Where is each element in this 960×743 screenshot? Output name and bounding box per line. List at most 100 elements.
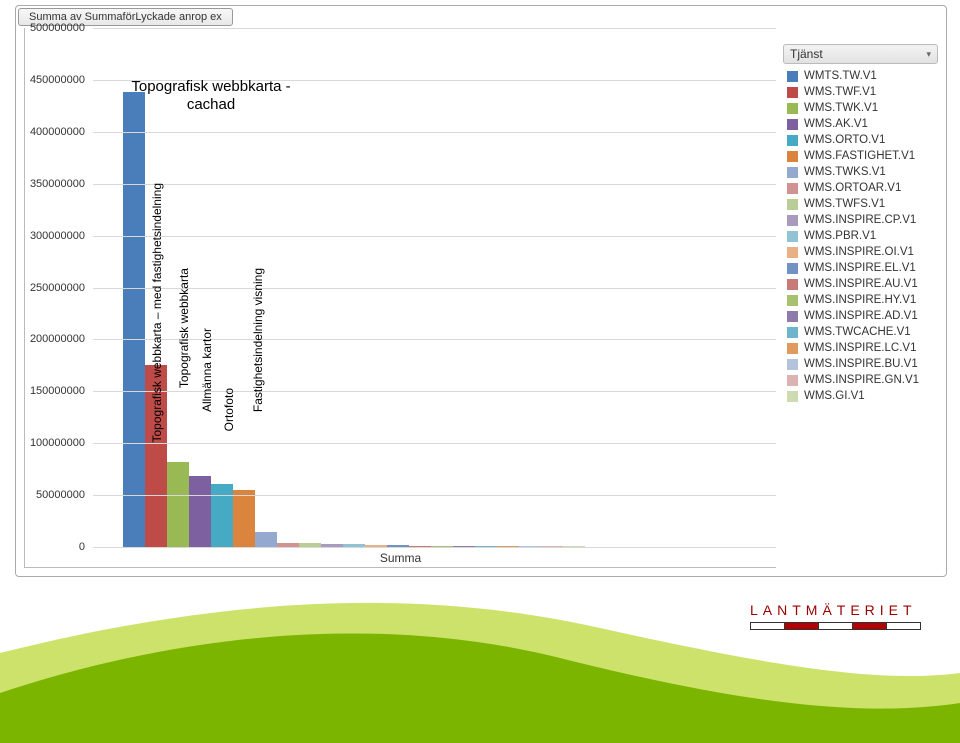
gridline bbox=[93, 547, 776, 548]
legend-swatch bbox=[787, 167, 798, 178]
legend-swatch bbox=[787, 279, 798, 290]
y-tick-label: 450000000 bbox=[25, 74, 85, 86]
legend-item[interactable]: WMTS.TW.V1 bbox=[783, 68, 938, 84]
wave-graphic bbox=[0, 573, 960, 743]
bar bbox=[123, 92, 145, 547]
bar-annotation: Topografisk webbkarta bbox=[177, 268, 191, 388]
y-tick-label: 0 bbox=[25, 541, 85, 553]
legend-item[interactable]: WMS.ORTOAR.V1 bbox=[783, 180, 938, 196]
legend-label: WMS.INSPIRE.OI.V1 bbox=[804, 246, 914, 258]
legend-swatch bbox=[787, 71, 798, 82]
brand-segment bbox=[886, 622, 921, 630]
legend-label: WMS.AK.V1 bbox=[804, 118, 868, 130]
legend-item[interactable]: WMS.FASTIGHET.V1 bbox=[783, 148, 938, 164]
legend-swatch bbox=[787, 87, 798, 98]
legend-header[interactable]: Tjänst ▾ bbox=[783, 44, 938, 64]
legend-item[interactable]: WMS.INSPIRE.CP.V1 bbox=[783, 212, 938, 228]
legend-swatch bbox=[787, 119, 798, 130]
bar bbox=[211, 484, 233, 547]
legend-label: WMS.TWFS.V1 bbox=[804, 198, 885, 210]
legend-label: WMS.TWK.V1 bbox=[804, 102, 878, 114]
bar-annotation: Topografisk webbkarta – med fastighetsin… bbox=[150, 183, 164, 443]
legend-item[interactable]: WMS.AK.V1 bbox=[783, 116, 938, 132]
legend-label: WMS.GI.V1 bbox=[804, 390, 865, 402]
legend-item[interactable]: WMS.TWKS.V1 bbox=[783, 164, 938, 180]
legend: Tjänst ▾ WMTS.TW.V1WMS.TWF.V1WMS.TWK.V1W… bbox=[783, 44, 938, 404]
bar-annotation: Allmänna kartor bbox=[200, 328, 214, 412]
gridline bbox=[93, 288, 776, 289]
brand-segment bbox=[750, 622, 785, 630]
y-tick-label: 400000000 bbox=[25, 126, 85, 138]
legend-swatch bbox=[787, 375, 798, 386]
gridline bbox=[93, 391, 776, 392]
gridline bbox=[93, 184, 776, 185]
legend-label: WMS.TWCACHE.V1 bbox=[804, 326, 911, 338]
bar bbox=[167, 462, 189, 547]
legend-item[interactable]: WMS.PBR.V1 bbox=[783, 228, 938, 244]
bar-annotation: Ortofoto bbox=[222, 388, 236, 431]
legend-label: WMTS.TW.V1 bbox=[804, 70, 877, 82]
brand-segment bbox=[784, 622, 819, 630]
brand-name: LANTMÄTERIET bbox=[750, 602, 920, 618]
gridline bbox=[93, 236, 776, 237]
gridline bbox=[93, 339, 776, 340]
legend-label: WMS.INSPIRE.GN.V1 bbox=[804, 374, 919, 386]
gridline bbox=[93, 132, 776, 133]
legend-label: WMS.TWF.V1 bbox=[804, 86, 876, 98]
legend-item[interactable]: WMS.TWCACHE.V1 bbox=[783, 324, 938, 340]
legend-title: Tjänst bbox=[790, 47, 823, 61]
legend-label: WMS.FASTIGHET.V1 bbox=[804, 150, 915, 162]
brand-bar bbox=[750, 622, 920, 630]
legend-item[interactable]: WMS.INSPIRE.GN.V1 bbox=[783, 372, 938, 388]
y-tick-label: 500000000 bbox=[25, 22, 85, 34]
legend-label: WMS.PBR.V1 bbox=[804, 230, 876, 242]
x-axis-label: Summa bbox=[25, 551, 776, 565]
legend-item[interactable]: WMS.ORTO.V1 bbox=[783, 132, 938, 148]
bar-annotation: Topografisk webbkarta - cachad bbox=[111, 78, 311, 114]
legend-item[interactable]: WMS.TWF.V1 bbox=[783, 84, 938, 100]
legend-swatch bbox=[787, 151, 798, 162]
legend-item[interactable]: WMS.TWK.V1 bbox=[783, 100, 938, 116]
legend-label: WMS.INSPIRE.HY.V1 bbox=[804, 294, 916, 306]
legend-item[interactable]: WMS.INSPIRE.OI.V1 bbox=[783, 244, 938, 260]
legend-item[interactable]: WMS.INSPIRE.AU.V1 bbox=[783, 276, 938, 292]
legend-item[interactable]: WMS.INSPIRE.LC.V1 bbox=[783, 340, 938, 356]
brand-segment bbox=[852, 622, 887, 630]
brand-block: LANTMÄTERIET bbox=[750, 602, 920, 630]
legend-item[interactable]: WMS.GI.V1 bbox=[783, 388, 938, 404]
y-tick-label: 250000000 bbox=[25, 282, 85, 294]
y-tick-label: 150000000 bbox=[25, 385, 85, 397]
legend-swatch bbox=[787, 231, 798, 242]
legend-label: WMS.INSPIRE.LC.V1 bbox=[804, 342, 916, 354]
y-tick-label: 300000000 bbox=[25, 230, 85, 242]
legend-body: WMTS.TW.V1 WMS.TWF.V1 WMS.TWK.V1 WMS.AK.V1 W… bbox=[783, 68, 938, 404]
y-tick-label: 350000000 bbox=[25, 178, 85, 190]
y-tick-label: 100000000 bbox=[25, 437, 85, 449]
legend-label: WMS.INSPIRE.BU.V1 bbox=[804, 358, 918, 370]
legend-item[interactable]: WMS.TWFS.V1 bbox=[783, 196, 938, 212]
legend-swatch bbox=[787, 295, 798, 306]
legend-label: WMS.INSPIRE.EL.V1 bbox=[804, 262, 916, 274]
legend-item[interactable]: WMS.INSPIRE.BU.V1 bbox=[783, 356, 938, 372]
gridline bbox=[93, 28, 776, 29]
brand-segment bbox=[818, 622, 853, 630]
bar bbox=[255, 532, 277, 547]
legend-swatch bbox=[787, 343, 798, 354]
legend-label: WMS.TWKS.V1 bbox=[804, 166, 886, 178]
gridline bbox=[93, 495, 776, 496]
legend-swatch bbox=[787, 135, 798, 146]
legend-swatch bbox=[787, 103, 798, 114]
legend-item[interactable]: WMS.INSPIRE.HY.V1 bbox=[783, 292, 938, 308]
legend-swatch bbox=[787, 359, 798, 370]
y-tick-label: 200000000 bbox=[25, 333, 85, 345]
legend-label: WMS.INSPIRE.CP.V1 bbox=[804, 214, 916, 226]
legend-label: WMS.INSPIRE.AD.V1 bbox=[804, 310, 918, 322]
legend-item[interactable]: WMS.INSPIRE.EL.V1 bbox=[783, 260, 938, 276]
chart-area: Summa 0500000001000000001500000002000000… bbox=[24, 28, 776, 568]
gridline bbox=[93, 443, 776, 444]
legend-swatch bbox=[787, 247, 798, 258]
chart-panel: Summa av SummaförLyckade anrop ex Summa … bbox=[15, 5, 947, 577]
chevron-down-icon: ▾ bbox=[926, 49, 931, 60]
legend-item[interactable]: WMS.INSPIRE.AD.V1 bbox=[783, 308, 938, 324]
legend-swatch bbox=[787, 391, 798, 402]
